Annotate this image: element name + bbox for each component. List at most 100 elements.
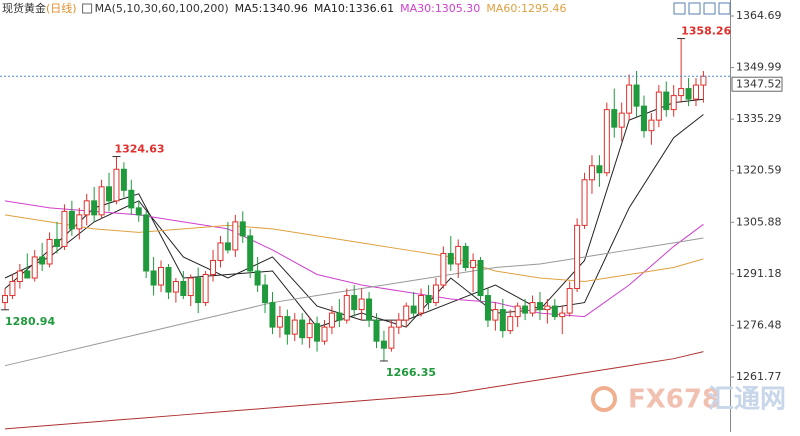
candle-body (150, 270, 157, 286)
candle-body (633, 84, 640, 107)
y-tick-label: 1320.59 (736, 164, 782, 177)
candle-body (113, 168, 120, 202)
watermark: 汇通网 (708, 385, 786, 415)
candle-body (522, 305, 529, 314)
watermark: FX678 (628, 385, 720, 415)
y-tick-label: 1364.69 (736, 9, 782, 22)
candle-body (254, 270, 261, 286)
candle-body (195, 277, 202, 304)
candle-body (24, 270, 31, 279)
candle-body (425, 295, 432, 304)
candle-body (68, 210, 75, 230)
candle-body (351, 295, 358, 311)
candle-body (678, 88, 685, 97)
candle-body (187, 277, 194, 297)
candle-body (544, 305, 551, 311)
header-text: MA60:1295.46 (486, 2, 566, 15)
candle-body (299, 319, 306, 339)
candle-body (314, 323, 321, 342)
candle-body (343, 295, 350, 321)
candle-body (477, 259, 484, 297)
candle-body (611, 109, 618, 128)
candle-body (321, 326, 328, 342)
candle-body (54, 238, 61, 247)
candle-body (224, 242, 231, 251)
candle-body (217, 242, 224, 261)
candle-body (120, 168, 127, 191)
candle-body (135, 207, 142, 216)
y-tick-label: 1276.48 (736, 318, 782, 331)
candle-body (388, 326, 395, 349)
candle-body (172, 281, 179, 293)
candle-body (432, 284, 439, 304)
candle-body (410, 305, 417, 314)
header-text: 现货黄金 (2, 1, 46, 15)
extreme-label: 1266.35 (386, 366, 436, 379)
candle-body (670, 95, 677, 111)
candle-body (91, 200, 98, 216)
tool-button[interactable] (673, 2, 686, 15)
candle-body (574, 224, 581, 290)
candle-body (492, 309, 499, 321)
candle-body (158, 266, 165, 286)
candle-body (328, 312, 335, 328)
candle-body (373, 319, 380, 342)
candle-body (247, 235, 254, 272)
candle-body (462, 245, 469, 268)
candle-body (551, 305, 558, 318)
tool-button[interactable] (703, 2, 716, 15)
candle-body (536, 302, 543, 311)
candle-body (700, 75, 707, 86)
candle-body (529, 302, 536, 314)
candle-body (366, 298, 373, 321)
last-price-box (731, 76, 783, 92)
tool-button[interactable] (718, 2, 731, 15)
candle-body (655, 91, 662, 121)
candle-body (559, 312, 566, 318)
candle-body (603, 109, 610, 174)
candle-body (640, 105, 647, 132)
candle-body (61, 210, 68, 247)
header-text: MA(5,10,30,60,100,200) (95, 2, 229, 15)
extreme-label: 1358.26 (681, 25, 731, 38)
last-price-label: 1347.52 (736, 78, 782, 91)
candle-body (306, 323, 313, 339)
watermark-logo (591, 386, 617, 412)
toolbar (673, 2, 731, 15)
candle-body (470, 259, 477, 268)
candle-body (31, 256, 38, 279)
y-tick-label: 1291.18 (736, 267, 782, 280)
candle-body (202, 273, 209, 304)
y-tick-label: 1349.99 (736, 61, 782, 74)
candle-body (239, 221, 246, 237)
candle-body (76, 214, 83, 230)
candle-body (484, 295, 491, 321)
candle-body (581, 179, 588, 226)
candle-body (455, 245, 462, 265)
candle-body (499, 309, 506, 332)
header-text: MA10:1336.61 (314, 2, 394, 15)
tool-button[interactable] (688, 2, 701, 15)
candle-body (447, 252, 454, 265)
ma-line (4, 214, 704, 283)
candle-body (2, 295, 8, 304)
candle-body (16, 270, 23, 283)
candle-body (507, 316, 514, 332)
candle-body (566, 288, 573, 314)
candle-body (440, 252, 447, 286)
candle-body (685, 88, 692, 100)
candle-body (165, 266, 172, 293)
candle-body (618, 112, 625, 128)
ma-line (4, 351, 704, 430)
candle-body (46, 238, 53, 265)
header-text: MA30:1305.30 (400, 2, 480, 15)
candle-body (692, 84, 699, 100)
candle-body (39, 256, 46, 265)
y-tick-label: 1305.88 (736, 215, 782, 228)
candle-body (514, 305, 521, 318)
candle-body (106, 186, 113, 202)
ma-line (4, 237, 704, 367)
candle-body (276, 316, 283, 328)
